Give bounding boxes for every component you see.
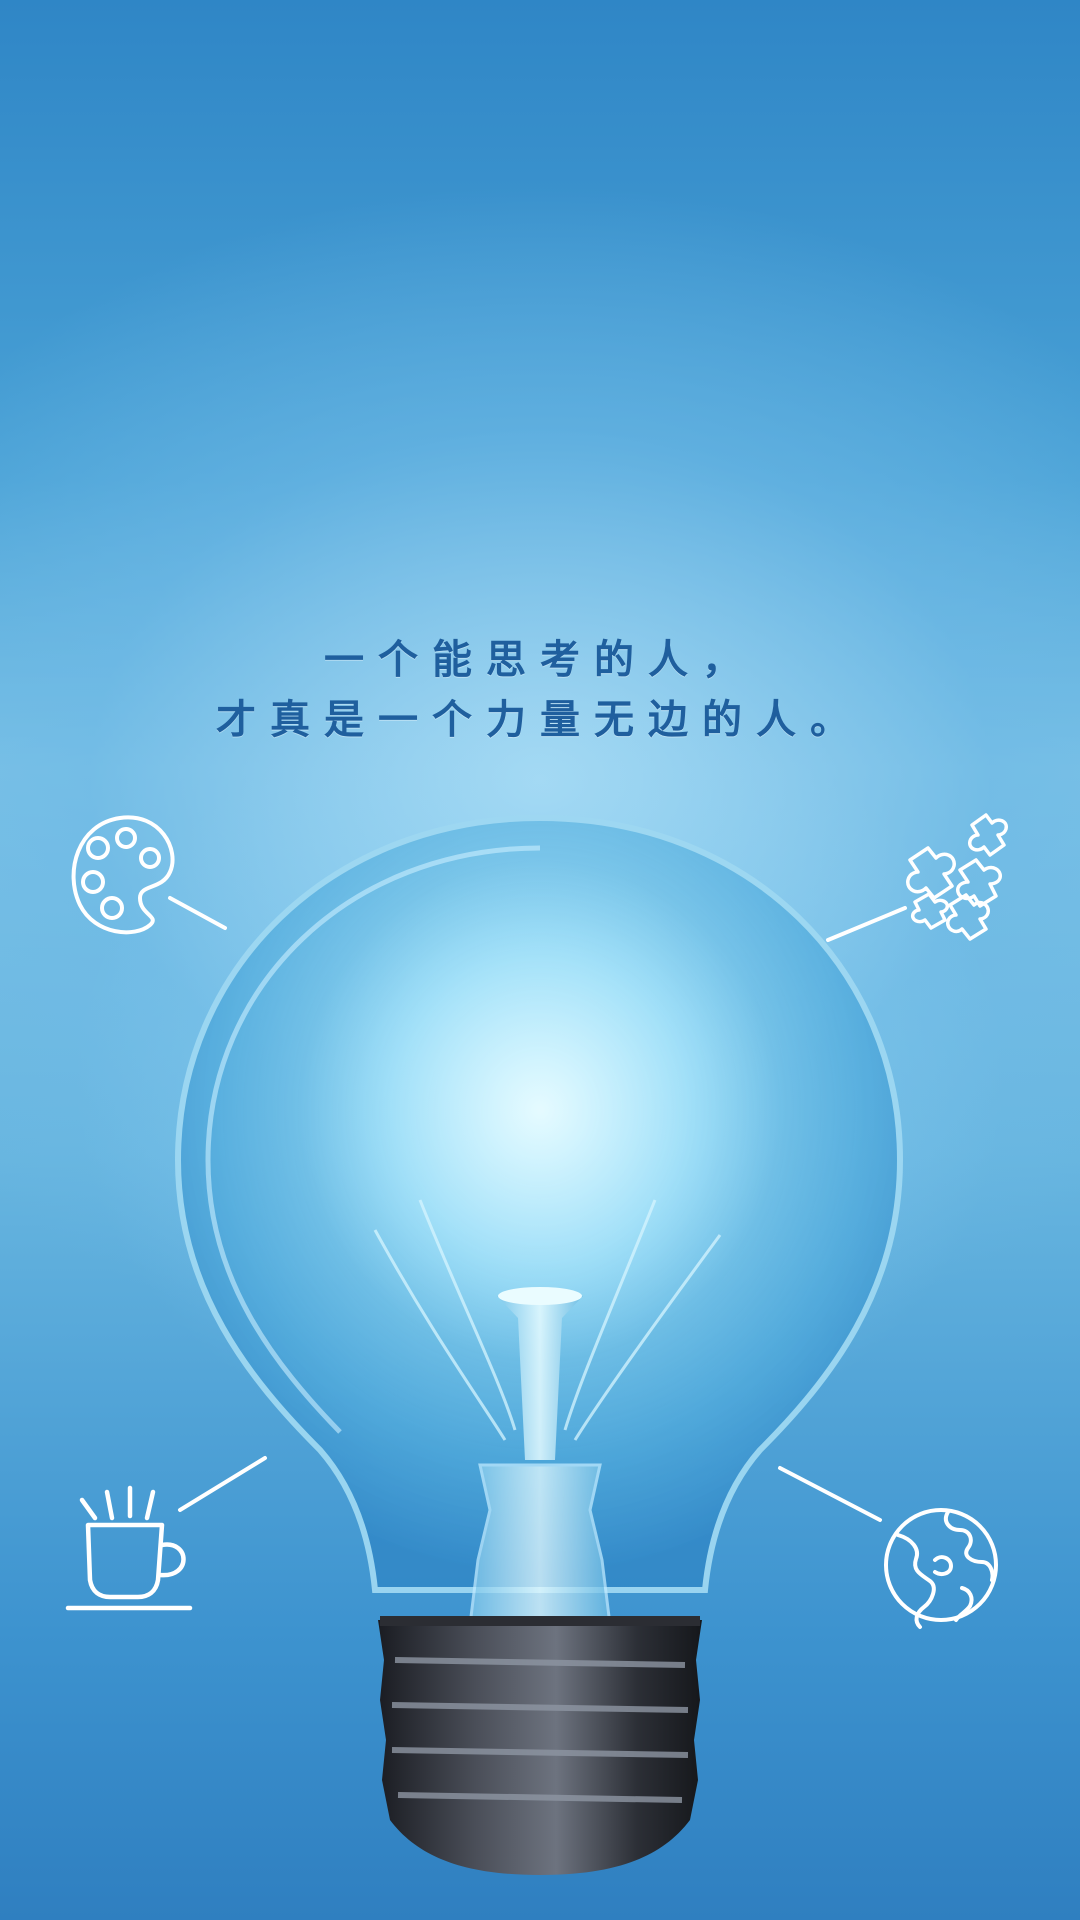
quote-text: 一个能思考的人， 才真是一个力量无边的人。 — [0, 630, 1080, 750]
connector-line — [168, 896, 227, 930]
connector-line — [778, 1466, 882, 1522]
quote-line-1: 一个能思考的人， — [324, 637, 756, 683]
puzzle-icon — [906, 813, 1008, 941]
light-bulb-icon — [174, 814, 904, 1875]
globe-icon — [884, 1508, 998, 1629]
quote-line-2: 才真是一个力量无边的人。 — [216, 697, 864, 743]
connector-line — [178, 1456, 267, 1512]
connector-line — [826, 906, 907, 942]
palette-icon — [71, 815, 175, 935]
coffee-cup-icon — [65, 1485, 193, 1611]
